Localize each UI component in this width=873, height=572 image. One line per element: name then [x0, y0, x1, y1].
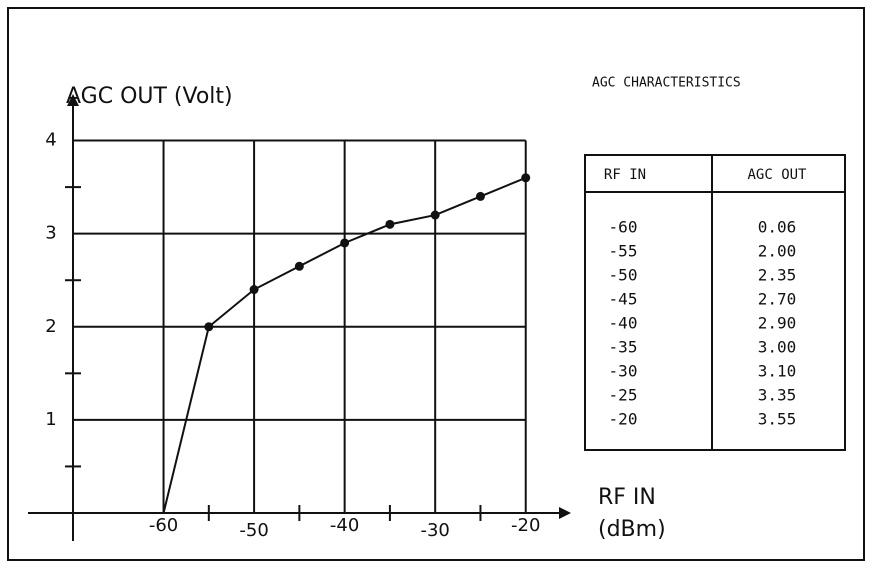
- x-tick-label: -20: [511, 515, 540, 536]
- table-cell: 3.55: [758, 410, 797, 429]
- data-point: [204, 322, 214, 332]
- table-cell: -55: [609, 242, 638, 261]
- table-header: AGC OUT: [747, 167, 807, 183]
- x-tick-label: -30: [420, 520, 449, 541]
- x-tick-label: -60: [149, 515, 178, 536]
- table-title: AGC CHARACTERISTICS: [592, 76, 741, 91]
- table-cell: -35: [609, 338, 638, 357]
- table-cell: 3.00: [758, 338, 797, 357]
- x-axis-arrow: [559, 507, 571, 519]
- x-tick-label: -50: [239, 520, 268, 541]
- y-axis-label: AGC OUT (Volt): [66, 84, 233, 109]
- table-cell: -60: [609, 218, 638, 237]
- y-tick-label: 4: [45, 130, 56, 151]
- data-point: [294, 261, 304, 271]
- x-axis-unit: (dBm): [598, 517, 666, 542]
- table-cell: 2.35: [758, 266, 797, 285]
- table-box: [584, 154, 846, 451]
- table-cell: 0.06: [758, 218, 797, 237]
- table-cell: 3.10: [758, 362, 797, 381]
- table-cell: 3.35: [758, 386, 797, 405]
- table-cell: 2.70: [758, 290, 797, 309]
- x-tick-label: -40: [330, 515, 359, 536]
- data-point: [475, 191, 485, 201]
- data-point: [340, 238, 350, 248]
- data-point: [249, 285, 259, 295]
- table-cell: -20: [609, 410, 638, 429]
- table-cell: -40: [609, 314, 638, 333]
- y-tick-label: 3: [45, 223, 56, 244]
- table-cell: -30: [609, 362, 638, 381]
- table-cell: -25: [609, 386, 638, 405]
- table-cell: 2.00: [758, 242, 797, 261]
- table-cell: -50: [609, 266, 638, 285]
- table-cell: -45: [609, 290, 638, 309]
- y-tick-label: 1: [45, 409, 56, 430]
- table-cell: 2.90: [758, 314, 797, 333]
- table-header: RF IN: [604, 167, 646, 183]
- data-point: [430, 210, 440, 220]
- data-point: [521, 173, 531, 183]
- y-axis-arrow: [67, 94, 79, 106]
- y-tick-label: 2: [45, 316, 56, 337]
- data-point: [385, 219, 395, 229]
- x-axis-label: RF IN: [598, 485, 656, 510]
